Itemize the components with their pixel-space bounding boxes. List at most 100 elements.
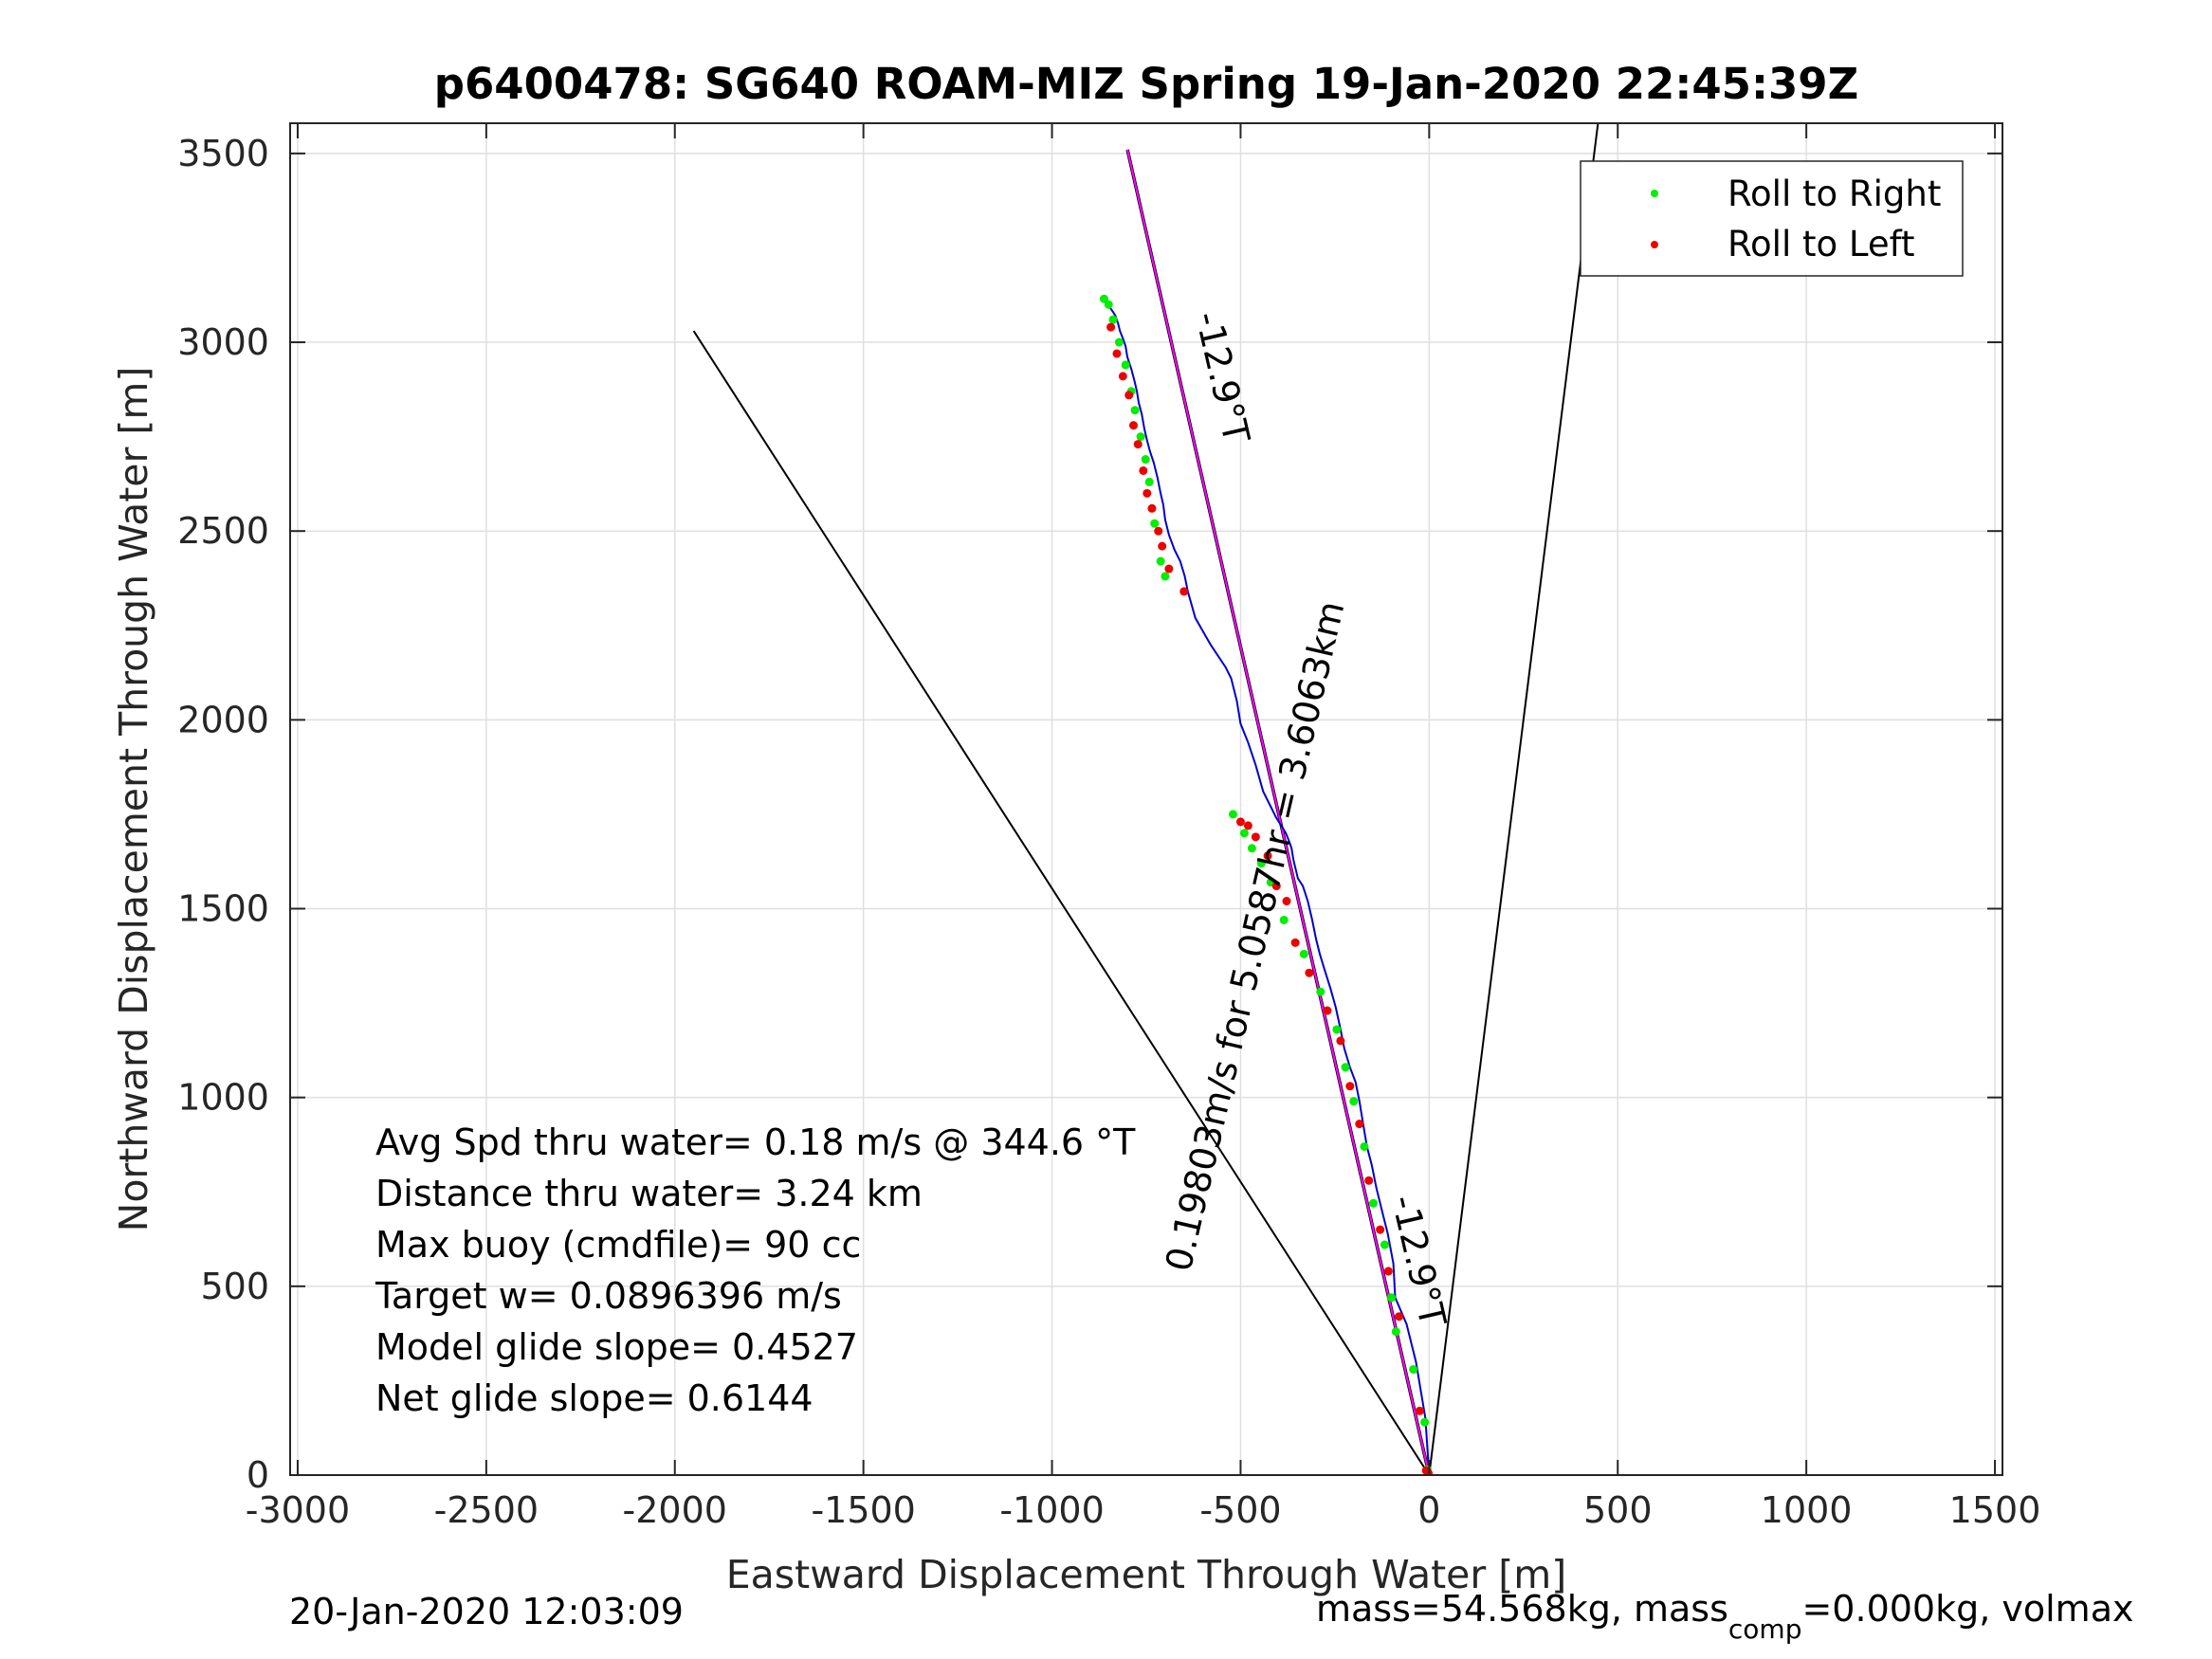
heading-line: [1125, 149, 1432, 1475]
y-tick-label: 0: [247, 1454, 269, 1496]
roll-left-point: [1112, 349, 1122, 358]
axes-box: [289, 122, 2003, 1476]
roll-left-point: [1305, 968, 1314, 977]
tick-labels: -3000 -2500 -2000 -1500 -1000 -500 0 500 1000 150…: [177, 133, 2040, 1531]
legend: Roll to Right Roll to Left: [1580, 160, 1964, 277]
y-tick-label: 500: [200, 1266, 269, 1307]
roll-left-point: [1147, 503, 1157, 513]
roll-right-point: [1420, 1417, 1430, 1427]
roll-right-point: [1108, 315, 1118, 324]
roll-left-point: [1376, 1225, 1385, 1234]
roll-right-point: [1349, 1097, 1359, 1106]
roll-right-point: [1228, 810, 1237, 819]
roll-left-point: [1282, 897, 1291, 906]
roll-right-point: [1161, 572, 1170, 581]
stats-line: Target w= 0.0896396 m/s: [375, 1275, 842, 1317]
roll-right-point: [1130, 406, 1140, 415]
roll-left-point: [1158, 541, 1167, 551]
roll-left-point: [1235, 817, 1245, 827]
footer-mass-prefix: mass=54.568kg, mass: [1316, 1588, 1728, 1630]
chart-title: p6400478: SG640 ROAM-MIZ Spring 19-Jan-2…: [434, 59, 1858, 109]
track-line: [1102, 298, 1431, 1475]
x-tick-label: -1000: [999, 1489, 1104, 1531]
roll-right-point: [1368, 1198, 1378, 1208]
guide-line: [1428, 123, 1600, 1475]
x-tick-label: 500: [1583, 1489, 1653, 1531]
roll-right-point: [1332, 1025, 1342, 1034]
plot-area: [290, 123, 2002, 1475]
roll-right-point: [1121, 360, 1130, 370]
roll-right-point: [1156, 556, 1165, 566]
legend-box: [1580, 160, 1964, 277]
roll-left-point: [1364, 1176, 1374, 1185]
roll-right-point: [1239, 829, 1249, 838]
y-tick-label: 3000: [177, 321, 269, 363]
stats-line: Distance thru water= 3.24 km: [375, 1173, 923, 1214]
roll-left-point: [1179, 587, 1189, 596]
footer-mass-sub: comp: [1728, 1613, 1802, 1645]
footer-date: 20-Jan-2020 12:03:09: [289, 1591, 684, 1632]
x-tick-label: -3000: [246, 1489, 350, 1531]
roll-right-point: [1299, 949, 1308, 958]
roll-left-point: [1263, 851, 1272, 861]
y-axis-label: Northward Displacement Through Water [m]: [111, 367, 156, 1232]
roll-left-point: [1383, 1267, 1393, 1276]
legend-label-roll-left: Roll to Left: [1728, 224, 1915, 264]
stats-line: Avg Spd thru water= 0.18 m/s @ 344.6 °T: [375, 1121, 1136, 1163]
footer-mass-suffix: =0.000kg, volmax: [1801, 1588, 2133, 1630]
roll-right-point: [1256, 859, 1266, 868]
roll-right-point: [1279, 915, 1289, 924]
y-tick-label: 3500: [177, 133, 269, 174]
stats-line: Max buoy (cmdfile)= 90 cc: [375, 1224, 861, 1266]
roll-right-point: [1150, 519, 1160, 528]
roll-right-point: [1387, 1293, 1397, 1303]
roll-right-point: [1341, 1063, 1350, 1072]
roll-right-point: [1380, 1240, 1389, 1249]
x-tick-label: 1000: [1761, 1489, 1853, 1531]
roll-left-point: [1415, 1406, 1424, 1415]
y-tick-label: 2500: [177, 510, 269, 552]
roll-left-point: [1336, 1036, 1345, 1046]
ticks: [290, 123, 2002, 1476]
stats-line: Model glide slope= 0.4527: [375, 1326, 858, 1368]
roll-right-point: [1141, 455, 1150, 465]
roll-left-point: [1290, 938, 1300, 947]
roll-left-point: [1154, 526, 1163, 536]
x-tick-label: 1500: [1949, 1489, 2041, 1531]
footer-mass: mass=54.568kg, masscomp=0.000kg, volmax: [1316, 1588, 2133, 1645]
roll-left-point: [1139, 465, 1148, 475]
roll-left-point: [1133, 440, 1143, 449]
roll-left-point: [1323, 1006, 1332, 1015]
roll-left-point: [1128, 421, 1138, 430]
roll-right-point: [1391, 1327, 1400, 1337]
stats-line: Net glide slope= 0.6144: [375, 1377, 814, 1419]
roll-left-point: [1251, 832, 1260, 842]
y-tick-label: 1000: [177, 1077, 269, 1119]
guide-lines: [692, 123, 1600, 1475]
roll-left-point: [1271, 882, 1281, 891]
roll-left-point: [1345, 1082, 1355, 1091]
roll-left-point: [1355, 1120, 1364, 1129]
roll-right-point: [1099, 294, 1108, 303]
roll-right-point: [1144, 477, 1154, 486]
roll-left-point: [1243, 821, 1252, 830]
roll-right-point: [1360, 1141, 1369, 1151]
x-tick-label: -2500: [434, 1489, 539, 1531]
legend-label-roll-right: Roll to Right: [1728, 173, 1941, 214]
y-tick-label: 1500: [177, 888, 269, 930]
roll-right-point: [1247, 844, 1256, 853]
guide-line: [692, 330, 1431, 1475]
legend-marker-roll-left: [1651, 241, 1658, 248]
stats-text: Avg Spd thru water= 0.18 m/s @ 344.6 °T D…: [375, 1121, 1136, 1419]
roll-right-point: [1316, 987, 1325, 996]
roll-left-point: [1118, 372, 1127, 381]
roll-right-point: [1136, 432, 1145, 442]
roll-left-point: [1106, 322, 1116, 332]
legend-marker-roll-right: [1651, 190, 1658, 197]
y-tick-label: 2000: [177, 699, 269, 740]
roll-left-point: [1143, 488, 1152, 498]
roll-left-point: [1124, 391, 1134, 400]
track: [1102, 298, 1431, 1475]
x-axis-label: Eastward Displacement Through Water [m]: [726, 1552, 1566, 1597]
